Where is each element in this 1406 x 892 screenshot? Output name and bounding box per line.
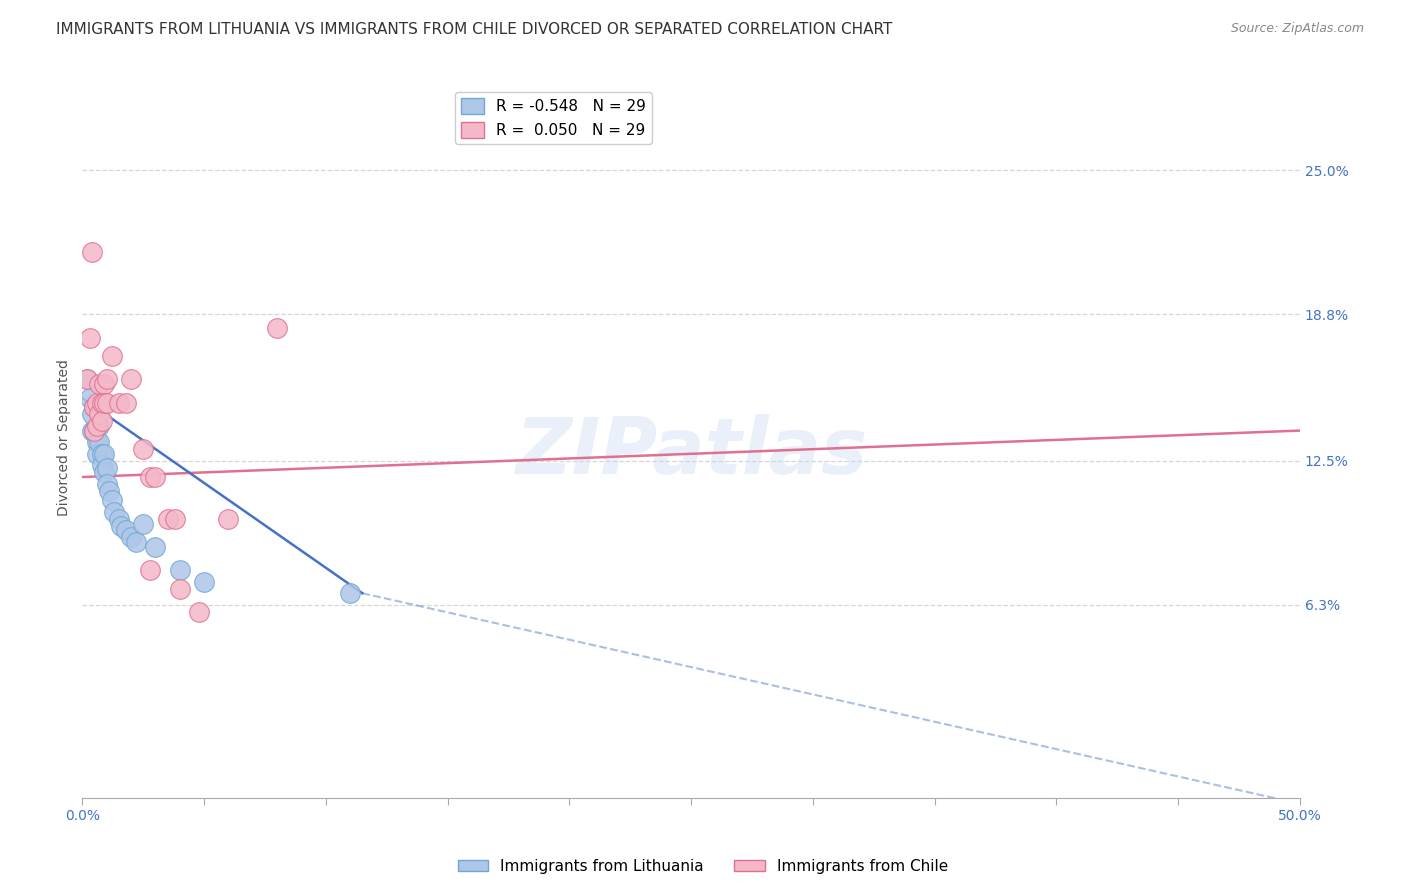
Point	[90, 414, 112, 428]
Point	[339, 586, 361, 600]
Point	[108, 512, 131, 526]
Point	[89, 435, 111, 450]
Point	[169, 582, 191, 596]
Point	[83, 424, 105, 438]
Text: IMMIGRANTS FROM LITHUANIA VS IMMIGRANTS FROM CHILE DIVORCED OR SEPARATED CORRELA: IMMIGRANTS FROM LITHUANIA VS IMMIGRANTS …	[56, 22, 893, 37]
Point	[100, 493, 122, 508]
Point	[86, 395, 108, 409]
Text: Source: ZipAtlas.com: Source: ZipAtlas.com	[1230, 22, 1364, 36]
Point	[86, 419, 108, 434]
Point	[79, 331, 101, 345]
Point	[89, 407, 111, 421]
Point	[83, 401, 105, 415]
Point	[80, 407, 103, 421]
Point	[90, 395, 112, 409]
Point	[83, 401, 105, 415]
Point	[89, 377, 111, 392]
Point	[156, 512, 179, 526]
Point	[93, 466, 115, 480]
Point	[89, 419, 111, 434]
Point	[120, 372, 142, 386]
Point	[266, 321, 288, 335]
Point	[83, 424, 105, 438]
Point	[110, 519, 132, 533]
Point	[120, 531, 142, 545]
Point	[93, 447, 115, 461]
Point	[115, 524, 138, 538]
Point	[132, 442, 155, 457]
Point	[217, 512, 239, 526]
Point	[143, 540, 166, 554]
Point	[86, 447, 108, 461]
Point	[80, 424, 103, 438]
Point	[103, 505, 125, 519]
Legend: Immigrants from Lithuania, Immigrants from Chile: Immigrants from Lithuania, Immigrants fr…	[451, 853, 955, 880]
Point	[108, 395, 131, 409]
Point	[96, 477, 118, 491]
Point	[188, 605, 211, 619]
Point	[139, 563, 162, 577]
Point	[96, 395, 118, 409]
Point	[93, 395, 115, 409]
Point	[163, 512, 186, 526]
Point	[90, 458, 112, 473]
Point	[100, 349, 122, 363]
Y-axis label: Divorced or Separated: Divorced or Separated	[58, 359, 72, 516]
Point	[76, 372, 98, 386]
Point	[76, 372, 98, 386]
Point	[139, 470, 162, 484]
Point	[80, 244, 103, 259]
Point	[79, 391, 101, 405]
Point	[86, 435, 108, 450]
Point	[96, 372, 118, 386]
Text: ZIPatlas: ZIPatlas	[515, 414, 868, 490]
Point	[90, 447, 112, 461]
Point	[98, 483, 121, 498]
Legend: R = -0.548   N = 29, R =  0.050   N = 29: R = -0.548 N = 29, R = 0.050 N = 29	[456, 92, 652, 145]
Point	[125, 535, 148, 549]
Point	[96, 460, 118, 475]
Point	[132, 516, 155, 531]
Point	[115, 395, 138, 409]
Point	[143, 470, 166, 484]
Point	[169, 563, 191, 577]
Point	[193, 574, 215, 589]
Point	[93, 377, 115, 392]
